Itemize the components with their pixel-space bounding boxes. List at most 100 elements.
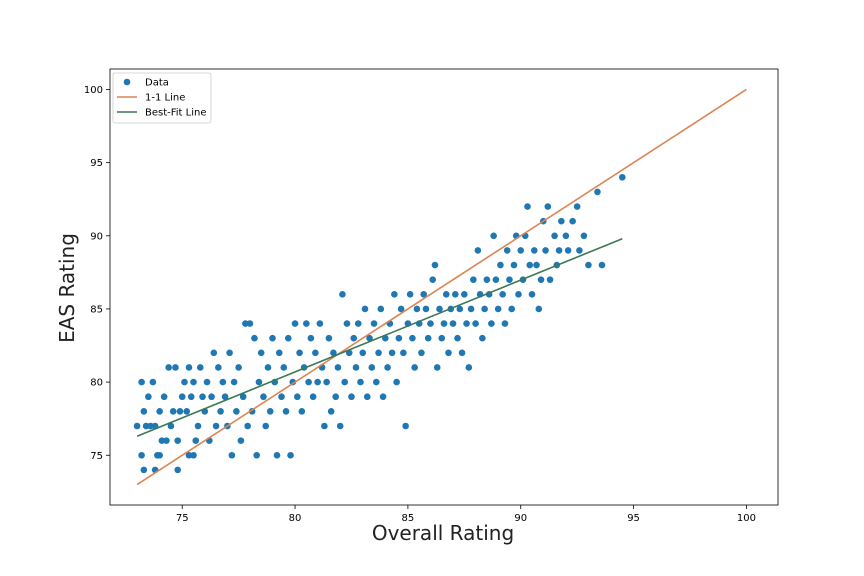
data-point [219,378,227,386]
data-point [424,334,432,342]
data-point [497,261,504,269]
data-point [334,364,342,371]
data-point [260,393,267,401]
data-point [402,422,409,430]
data-point [458,349,466,357]
data-point [246,320,254,327]
legend-label: Data [145,78,169,89]
data-point [287,451,294,459]
data-point [284,334,292,342]
data-point [580,232,588,240]
data-point [215,364,222,371]
y-tick-label: 75 [90,451,103,462]
data-point [156,451,163,459]
data-point [221,393,229,401]
data-point [140,466,148,474]
data-point [217,408,224,415]
data-point [379,393,387,401]
y-tick-label: 85 [90,304,103,315]
data-point [242,320,249,327]
data-point [451,291,459,298]
data-point [501,320,509,327]
data-point [230,378,238,386]
data-point [185,451,193,459]
data-point [359,349,367,357]
data-point [194,422,202,430]
data-point [321,422,328,430]
data-point [280,364,288,371]
plot-marks [133,88,747,486]
data-point [483,276,491,283]
data-point [461,291,468,298]
data-point [294,393,301,401]
data-point [494,305,502,313]
y-tick-label: 100 [84,85,103,96]
data-point [275,349,283,357]
data-point [440,320,448,327]
data-point [375,349,382,357]
data-point [251,334,258,342]
data-point [530,247,538,254]
data-point [528,291,536,298]
data-point [253,451,260,459]
data-point [339,291,346,298]
data-point [140,408,148,415]
data-point [244,422,251,430]
y-tick-label: 80 [90,378,103,389]
x-tick-label: 95 [627,513,640,524]
data-point [442,291,450,298]
x-tick-label: 90 [514,513,527,524]
data-point [397,305,405,313]
data-point [336,422,344,430]
1-1-line-line [136,88,747,486]
data-point [569,217,576,225]
data-point [431,261,439,269]
y-tick-label: 95 [90,158,103,169]
data-point [465,364,473,371]
data-point [395,334,403,342]
data-point [305,378,312,386]
data-point [314,378,321,386]
legend-marker-data [123,78,131,86]
data-point [167,422,175,430]
data-point [309,393,317,401]
data-point [235,364,242,371]
data-point [156,408,163,415]
data-point [190,378,197,386]
x-tick-label: 75 [176,513,189,524]
data-point [436,305,443,313]
data-point [174,437,182,444]
data-point [406,291,414,298]
data-point [165,364,172,371]
data-point [350,334,358,342]
data-point [203,378,211,386]
data-point [542,247,549,254]
data-point [176,408,184,415]
data-point [145,393,152,401]
data-point [393,378,400,386]
data-point [492,276,500,283]
x-tick-label: 80 [289,513,302,524]
data-point [210,349,218,357]
data-point [233,408,240,415]
data-point [510,261,518,269]
data-point [445,349,452,357]
data-point [555,247,563,254]
data-point [370,320,378,327]
data-point [594,188,601,196]
data-point [472,320,479,327]
legend: Data 1-1 Line Best-Fit Line [112,72,212,124]
data-point [190,451,197,459]
data-point [332,393,339,401]
data-point [196,364,204,371]
data-point [187,393,195,401]
data-point [517,247,525,254]
data-point [573,203,581,210]
data-point [341,378,349,386]
data-point [503,247,511,254]
data-point [470,276,477,283]
data-point [361,305,369,313]
data-point [282,408,290,415]
data-point [208,393,215,401]
